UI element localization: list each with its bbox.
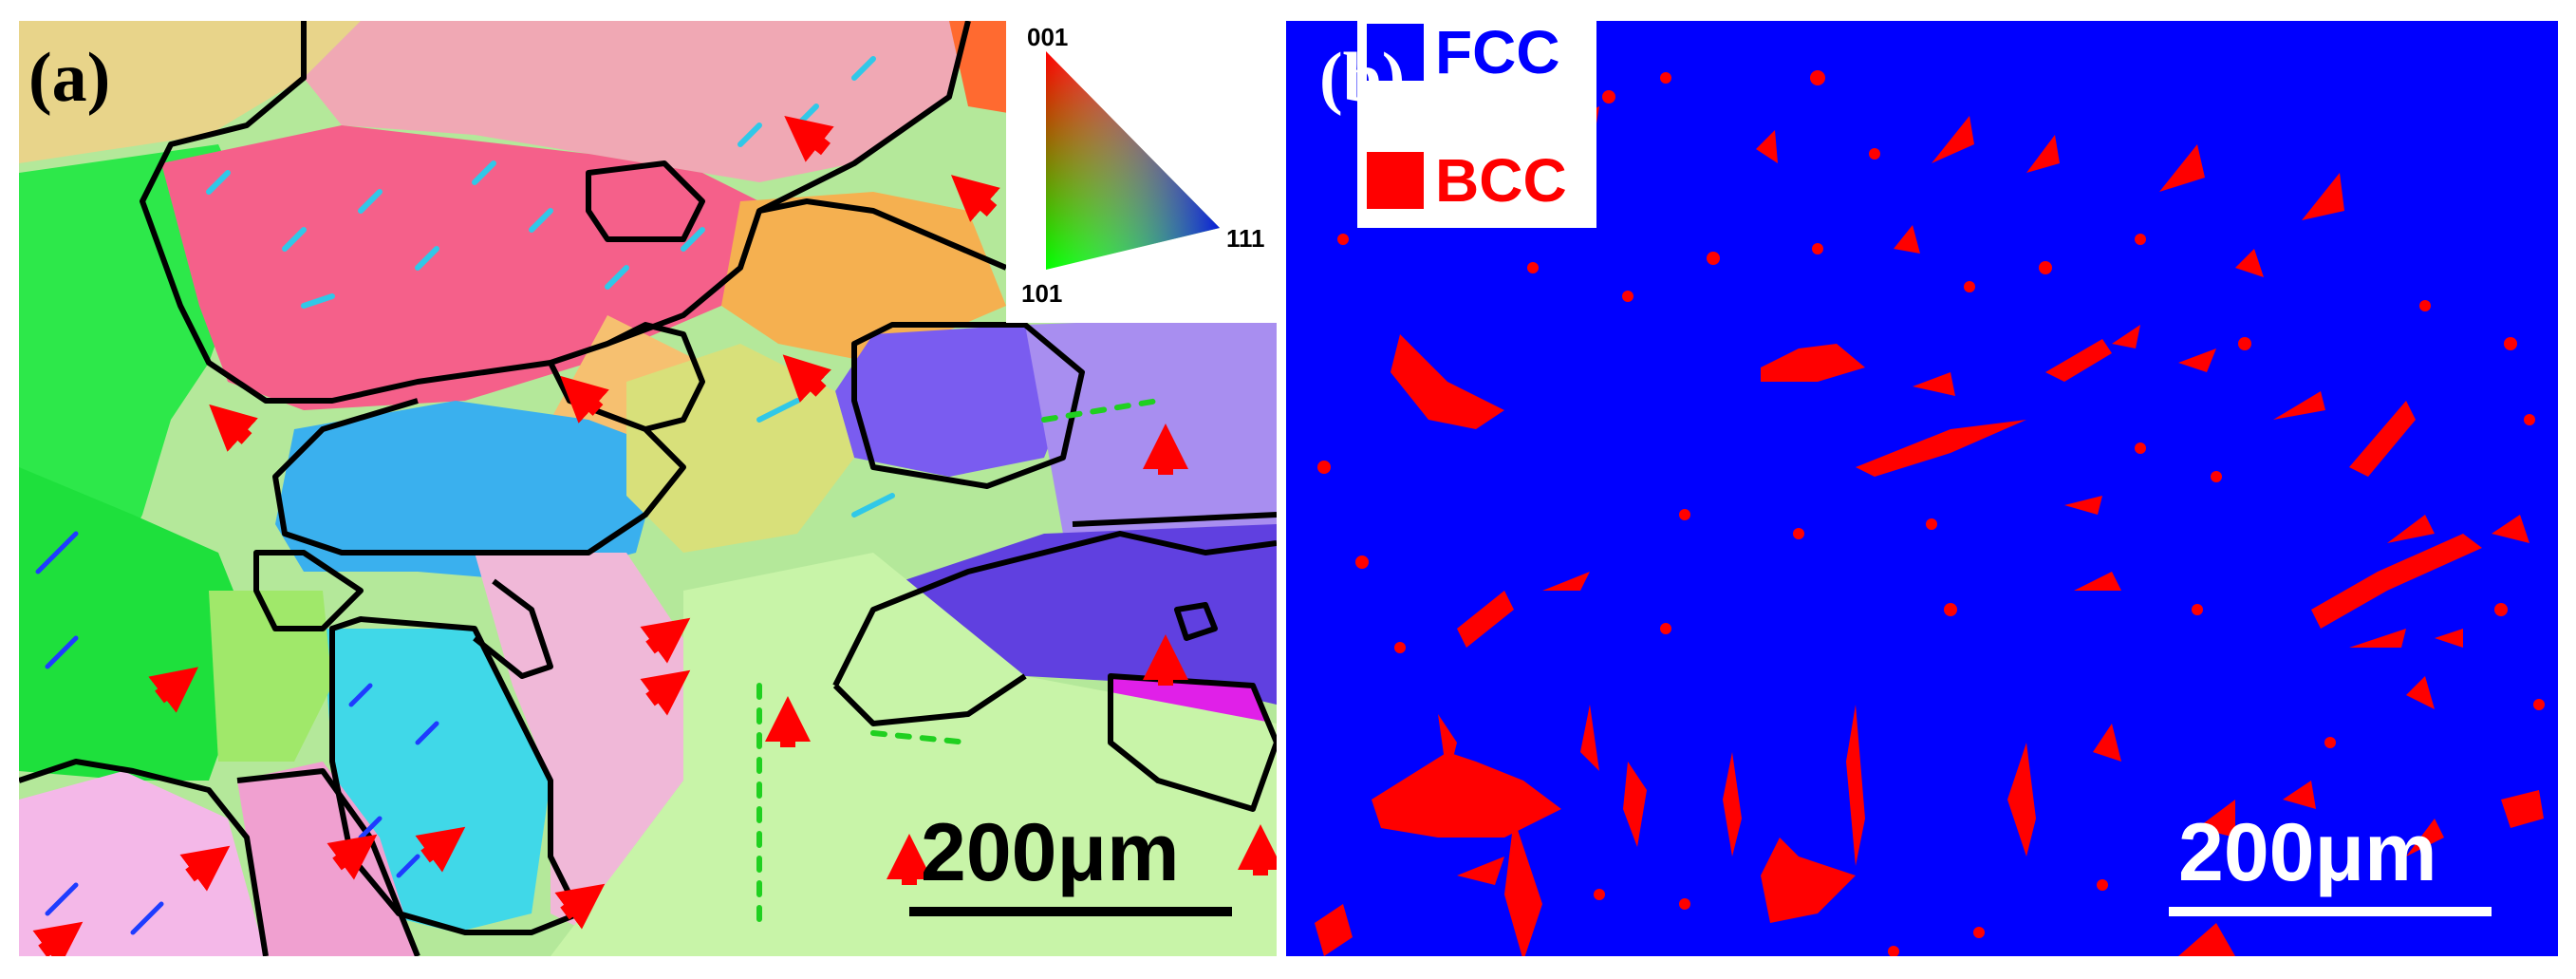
panel-a-scale-text: 200μm (921, 807, 1180, 898)
ipf-triangle-icon (1046, 51, 1220, 270)
panel-b-scale-text: 200μm (2178, 807, 2437, 898)
legend-bcc-label: BCC (1435, 146, 1567, 215)
phase-map-graphic (1315, 70, 2545, 956)
legend-fcc-label: FCC (1435, 18, 1560, 86)
ipf-label-001: 001 (1027, 23, 1069, 51)
ipf-color-key: 001 101 111 (1006, 21, 1277, 323)
fcc-swatch (1367, 24, 1424, 81)
bcc-swatch (1367, 152, 1424, 209)
panel-a-label: (a) (28, 39, 111, 117)
panel-a-scale-bar (909, 907, 1232, 916)
panel-b-label: (b) (1319, 39, 1406, 117)
phase-legend: FCC BCC (1357, 0, 1596, 228)
panel-b-scale-bar (2169, 907, 2492, 916)
ipf-label-111: 111 (1226, 224, 1265, 253)
ipf-label-101: 101 (1021, 279, 1063, 308)
